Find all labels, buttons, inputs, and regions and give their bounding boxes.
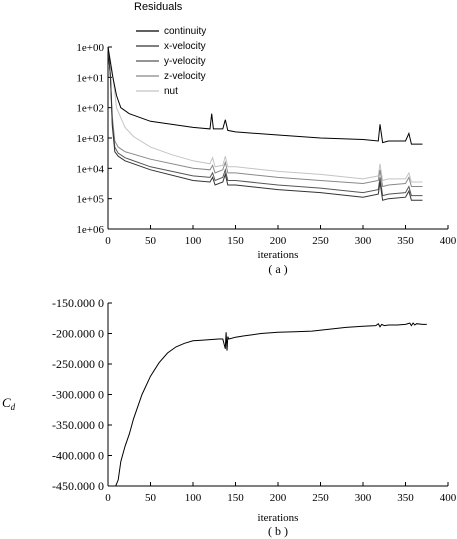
residuals-x-tick-label: 200 [270,235,287,247]
residuals-ticks: 1e+00 1e+01 1e+02 1e+03 1e+04 1e+05 1e+060 50 10… [76,42,456,247]
cd-y-tick-label: -400.000 0 [52,449,104,463]
cd-x-tick-label: 100 [185,492,202,504]
residuals-x-label: iterations [258,249,299,261]
residuals-caption: ( a ) [268,262,287,276]
residuals-y-tick-label: 1e+04 [76,163,104,175]
legend-label-x-velocity: x-velocity [164,41,206,52]
drag-coefficient-chart: -150.000 0 -200.000 0 -250.000 0 -300.000 0… [2,296,457,538]
residuals-x-tick-label: 400 [440,235,457,247]
series-x-velocity [107,46,423,201]
cd-ticks: -150.000 0 -200.000 0 -250.000 0 -300.000 0… [52,296,457,504]
cd-y-tick-label: -450.000 0 [52,479,104,493]
legend-label-y-velocity: y-velocity [164,56,206,67]
residuals-y-tick-label: 1e+03 [76,133,104,145]
cd-x-tick-label: 400 [440,492,457,504]
cd-x-tick-label: 250 [312,492,329,504]
cd-y-tick-label: -200.000 0 [52,327,104,341]
cd-x-tick-label: 300 [355,492,372,504]
residuals-x-tick-label: 150 [227,235,244,247]
cd-x-tick-label: 50 [145,492,157,504]
residuals-y-tick-label: 1e+01 [76,72,104,84]
cd-y-tick-label: -300.000 0 [52,388,104,402]
residuals-y-tick-label: 1e+02 [76,103,104,115]
residuals-y-tick-label: 1e+00 [76,42,104,54]
residuals-chart: Residuals continuity x-velocity y-velocity… [76,1,456,276]
residuals-x-tick-label: 350 [397,235,414,247]
cd-y-tick-label: -250.000 0 [52,357,104,371]
cd-series [115,322,427,487]
residuals-x-tick-label: 100 [185,235,202,247]
legend-label-continuity: continuity [164,26,206,37]
cd-x-tick-label: 200 [270,492,287,504]
cd-caption: ( b ) [268,524,288,538]
series-y-velocity [107,46,423,197]
cd-x-label: iterations [258,512,299,524]
residuals-x-tick-label: 0 [105,235,111,247]
series-nut [107,46,423,183]
residuals-legend: continuity x-velocity y-velocity z-velocity… [136,26,206,97]
residuals-title: Residuals [134,1,183,13]
legend-label-z-velocity: z-velocity [164,71,206,82]
cd-x-tick-label: 350 [397,492,414,504]
cd-y-tick-label: -350.000 0 [52,418,104,432]
cd-y-label: Cd [2,395,16,412]
residuals-y-tick-label: 1e+05 [76,194,104,206]
cd-x-tick-label: 150 [227,492,244,504]
series-continuity [107,46,423,145]
cd-y-tick-label: -150.000 0 [52,296,104,310]
series-z-velocity [107,46,423,188]
residuals-x-tick-label: 50 [145,235,157,247]
residuals-x-tick-label: 300 [355,235,372,247]
cd-x-tick-label: 0 [105,492,111,504]
legend-label-nut: nut [164,86,178,97]
series-cd [115,322,427,487]
residuals-y-tick-label: 1e+06 [76,224,104,236]
residuals-series [107,46,423,201]
residuals-x-tick-label: 250 [312,235,329,247]
